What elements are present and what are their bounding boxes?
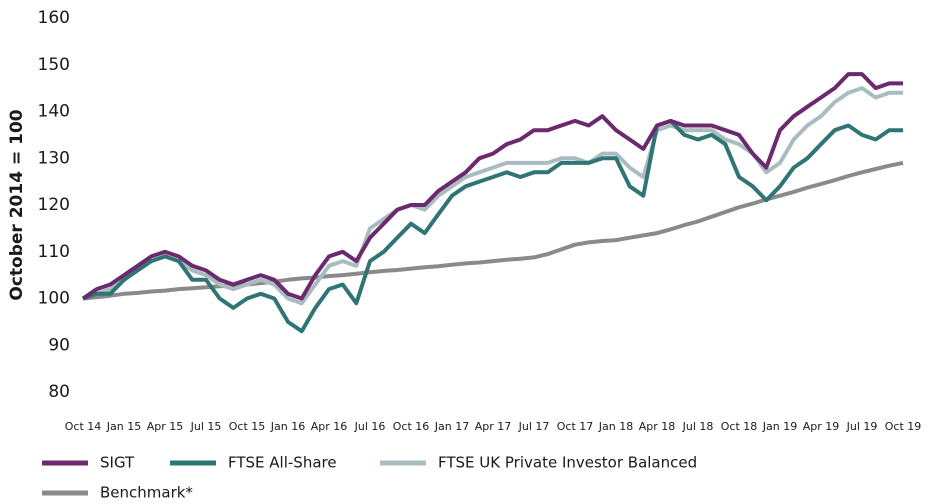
y-tick-label: 80: [48, 382, 70, 402]
y-tick-label: 140: [38, 102, 70, 122]
x-tick-label: Apr 15: [147, 420, 184, 433]
y-tick-label: 90: [48, 335, 70, 355]
x-tick-label: Jul 19: [846, 420, 878, 433]
x-tick-label: Apr 19: [803, 420, 840, 433]
series-line: [81, 72, 903, 301]
x-tick-label: Jul 18: [682, 420, 714, 433]
x-tick-label: Apr 17: [475, 420, 512, 433]
series-line: [82, 86, 903, 306]
x-tick-label: Jan 16: [270, 420, 305, 433]
legend-label: Benchmark*: [100, 484, 193, 502]
y-tick-label: 150: [38, 55, 70, 75]
x-tick-label: Oct 16: [393, 420, 430, 433]
x-tick-label: Oct 15: [229, 420, 266, 433]
legend-label: FTSE All-Share: [228, 454, 337, 472]
x-tick-label: Oct 19: [885, 420, 922, 433]
x-tick-label: Oct 17: [557, 420, 594, 433]
x-tick-label: Oct 18: [721, 420, 758, 433]
y-tick-label: 120: [38, 195, 70, 215]
x-tick-label: Apr 18: [639, 420, 676, 433]
y-axis-title: October 2014 = 100: [7, 109, 27, 300]
x-tick-label: Jul 16: [354, 420, 386, 433]
x-tick-label: Jul 15: [190, 420, 222, 433]
y-tick-label: 130: [38, 148, 70, 168]
x-tick-label: Jan 18: [598, 420, 633, 433]
y-tick-label: 100: [38, 289, 70, 309]
x-tick-label: Apr 16: [311, 420, 348, 433]
x-tick-label: Oct 14: [65, 420, 102, 433]
legend-label: SIGT: [100, 454, 135, 472]
legend-label: FTSE UK Private Investor Balanced: [438, 454, 697, 472]
series-line: [82, 118, 903, 334]
y-tick-label: 160: [38, 8, 70, 28]
x-tick-label: Jan 17: [434, 420, 469, 433]
x-tick-label: Jan 19: [762, 420, 797, 433]
x-tick-label: Jul 17: [518, 420, 550, 433]
y-tick-label: 110: [38, 242, 70, 262]
x-tick-label: Jan 15: [106, 420, 141, 433]
